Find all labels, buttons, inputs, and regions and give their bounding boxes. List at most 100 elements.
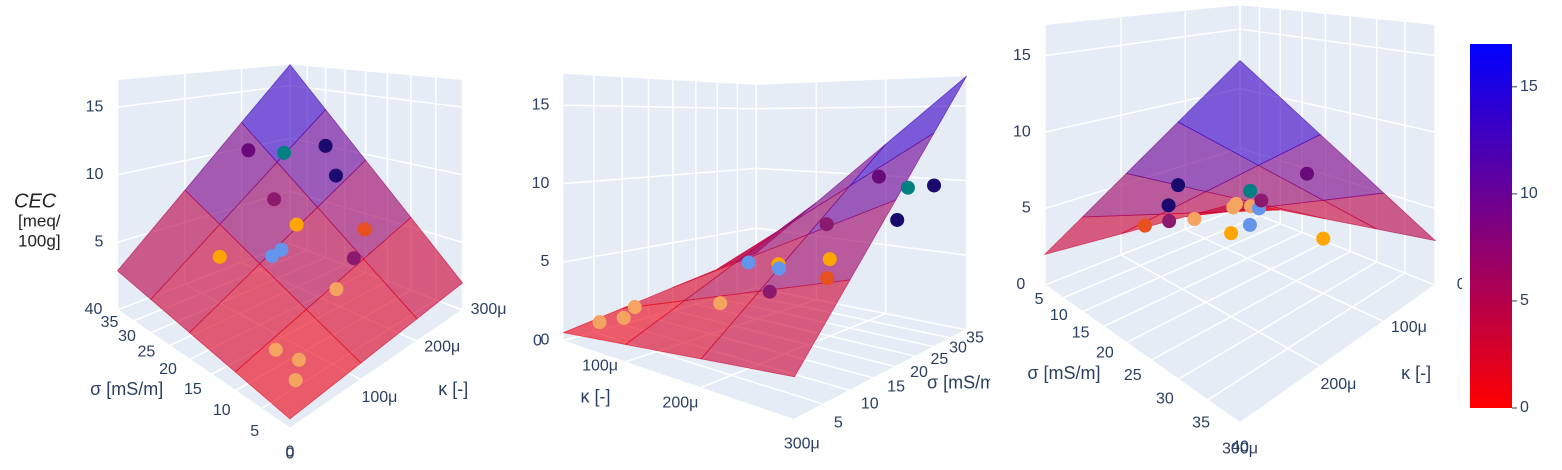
- grid-line: [1126, 240, 1326, 344]
- data-point: [212, 249, 227, 264]
- z-tick-label: 10: [532, 175, 550, 192]
- z-axis-unit: 100g]: [18, 231, 61, 250]
- data-point: [291, 352, 306, 367]
- data-point: [346, 251, 361, 266]
- x-tick-label: 15: [1072, 325, 1090, 342]
- grid-line: [1150, 250, 1351, 361]
- x-axis-title: σ [mS/m]: [1027, 363, 1100, 383]
- grid-line: [1044, 28, 1241, 57]
- colorbar-tick-label: 5: [1520, 292, 1529, 309]
- grid-line: [563, 227, 757, 263]
- data-point: [822, 252, 837, 267]
- data-point: [1226, 200, 1241, 215]
- x-tick-label: 0: [1016, 276, 1025, 293]
- data-point: [1162, 214, 1177, 229]
- data-point: [1243, 183, 1258, 198]
- data-point: [890, 212, 905, 227]
- x-tick-label: 25: [1124, 367, 1142, 384]
- colorbar-tick-label: 15: [1520, 78, 1538, 95]
- data-point: [265, 249, 280, 264]
- y-tick-label: 300μ: [1222, 440, 1258, 457]
- data-point: [713, 296, 728, 311]
- data-point: [241, 143, 256, 158]
- y-tick-label: 200μ: [662, 394, 698, 411]
- x-tick-label: 40: [85, 301, 103, 318]
- data-point: [592, 315, 607, 330]
- data-point: [627, 300, 642, 315]
- grid-line: [563, 167, 757, 185]
- data-point: [268, 342, 283, 357]
- data-point: [1171, 178, 1186, 193]
- y-tick-label: 200μ: [1320, 376, 1356, 393]
- y-tick-label: 100μ: [582, 358, 618, 375]
- z-tick-label: 15: [86, 98, 104, 115]
- y-axis-title: κ [-]: [1401, 363, 1431, 383]
- grid-line: [289, 309, 463, 429]
- surface-patch: [700, 279, 851, 378]
- x-tick-label: 10: [213, 402, 231, 419]
- z-tick-label: 10: [86, 166, 104, 183]
- grid-line: [563, 104, 757, 110]
- x-tick-label: 0: [286, 444, 295, 461]
- grid-line: [1239, 28, 1436, 57]
- grid-line: [1207, 272, 1406, 401]
- y-tick-label: 300μ: [784, 436, 820, 453]
- grid-line: [1044, 207, 1241, 286]
- x-tick-label: 25: [137, 344, 155, 361]
- grid-line: [1239, 284, 1436, 424]
- floor: [1044, 207, 1436, 423]
- colorbar-tick-label: 0: [1520, 399, 1529, 416]
- data-point: [616, 310, 631, 325]
- y-axis-title: κ [-]: [581, 386, 611, 406]
- data-point: [1137, 218, 1152, 233]
- data-point: [762, 284, 777, 299]
- data-point: [871, 169, 886, 184]
- data-point: [1316, 231, 1331, 246]
- data-point: [288, 373, 303, 388]
- data-point: [267, 192, 282, 207]
- grid-line: [117, 309, 291, 429]
- y-tick-label: 0: [533, 332, 542, 349]
- grid-line: [1239, 207, 1436, 286]
- grid-line: [1120, 254, 1321, 367]
- data-point: [1187, 212, 1202, 227]
- z-tick-label: 15: [1013, 47, 1031, 64]
- data-point: [1299, 166, 1314, 181]
- x-tick-label: 20: [910, 364, 928, 381]
- grid-line: [289, 84, 463, 108]
- data-point: [1224, 226, 1239, 241]
- x-axis-title: σ [mS/m]: [90, 379, 163, 399]
- data-point: [820, 271, 835, 286]
- colorbar-tick-label: 10: [1520, 185, 1538, 202]
- data-point: [1242, 217, 1257, 232]
- data-point: [289, 217, 304, 232]
- x-tick-label: 15: [887, 378, 905, 395]
- grid-line: [1184, 228, 1384, 323]
- y-tick-label: 300μ: [471, 301, 507, 318]
- data-point: [357, 222, 372, 237]
- x-tick-label: 30: [1156, 391, 1174, 408]
- data-point: [927, 178, 942, 193]
- z-axis-title: CEC: [14, 190, 57, 212]
- data-point: [1254, 193, 1269, 208]
- x-axis-title: σ [mS/m]: [927, 373, 1000, 393]
- z-tick-label: 10: [1013, 123, 1031, 140]
- x-tick-label: 10: [1050, 307, 1068, 324]
- x-tick-label: 35: [1192, 414, 1210, 431]
- x-tick-label: 30: [949, 340, 967, 357]
- x-tick-label: 30: [118, 328, 136, 345]
- data-point: [328, 168, 343, 183]
- y-tick-label: 100μ: [361, 389, 397, 406]
- x-tick-label: 20: [159, 361, 177, 378]
- data-point: [819, 217, 834, 232]
- data-point: [1161, 198, 1176, 213]
- z-tick-label: 15: [532, 96, 550, 113]
- x-tick-label: 35: [966, 330, 984, 347]
- data-point: [329, 282, 344, 297]
- x-tick-label: 5: [1035, 291, 1044, 308]
- z-tick-label: 0: [541, 332, 550, 349]
